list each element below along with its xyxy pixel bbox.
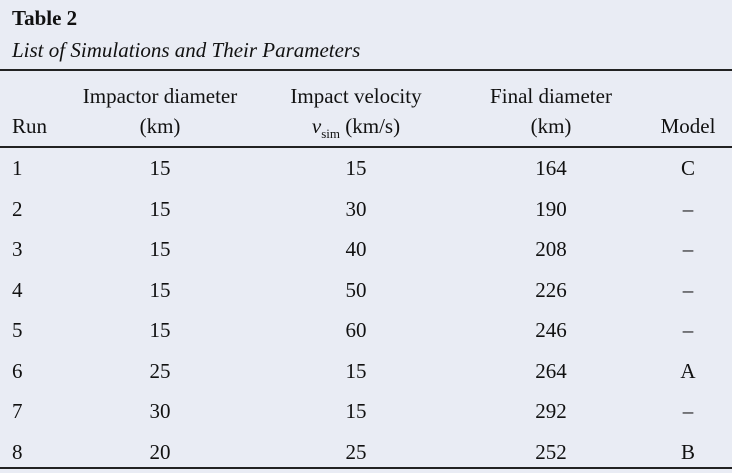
cell-run: 6 [12, 358, 23, 383]
cell-model: C [680, 156, 696, 180]
header-impactor-line2: (km) [139, 114, 181, 138]
cell-run: 8 [12, 439, 23, 464]
cell-impactor: 25 [149, 358, 171, 383]
cell-impactor: 15 [149, 156, 171, 180]
cell-final: 226 [535, 277, 567, 302]
cell-model: A [680, 358, 696, 383]
cell-velocity: 30 [345, 196, 367, 221]
velocity-symbol: v [311, 114, 322, 138]
cell-run: 2 [12, 196, 23, 221]
cell-velocity: 25 [345, 439, 367, 464]
cell-impactor: 15 [149, 277, 171, 302]
cell-impactor: 15 [149, 237, 171, 261]
cell-velocity: 50 [345, 277, 367, 302]
cell-run: 7 [12, 399, 23, 423]
cell-final: 292 [535, 399, 567, 423]
cell-run: 1 [12, 156, 23, 180]
cell-final: 208 [535, 237, 567, 261]
table-caption: List of Simulations and Their Parameters [12, 38, 361, 62]
cell-final: 252 [535, 439, 567, 464]
header-final-line1: Final diameter [490, 84, 612, 108]
cell-velocity: 60 [345, 318, 367, 342]
cell-run: 5 [12, 318, 23, 342]
top-rule [0, 69, 732, 71]
cell-velocity: 15 [345, 156, 367, 180]
cell-impactor: 15 [149, 196, 171, 221]
cell-run: 4 [12, 277, 23, 302]
cell-velocity: 15 [345, 358, 367, 383]
cell-final: 264 [535, 358, 567, 383]
cell-final: 190 [535, 196, 567, 221]
bottom-rule [0, 467, 732, 469]
cell-run: 3 [12, 237, 23, 261]
cell-velocity: 15 [345, 399, 367, 423]
cell-velocity: 40 [345, 237, 367, 261]
header-rule [0, 146, 732, 148]
cell-model: – [682, 318, 694, 342]
table-label: Table 2 [12, 6, 78, 30]
cell-model: – [682, 277, 694, 302]
header-impactor-line1: Impactor diameter [82, 84, 238, 108]
cell-model: – [682, 196, 694, 221]
cell-final: 246 [535, 318, 567, 342]
cell-final: 164 [535, 156, 567, 180]
header-velocity-line2: vsim (km/s) [312, 114, 400, 142]
cell-impactor: 20 [149, 439, 171, 464]
header-velocity-line1: Impact velocity [290, 84, 422, 108]
cell-model: – [682, 399, 694, 423]
cell-impactor: 30 [149, 399, 171, 423]
cell-model: B [680, 439, 696, 464]
header-model: Model [660, 114, 716, 138]
header-final-line2: (km) [530, 114, 572, 138]
cell-impactor: 15 [149, 318, 171, 342]
velocity-unit: (km/s) [345, 114, 401, 138]
velocity-subscript: sim [321, 126, 341, 142]
cell-model: – [682, 237, 694, 261]
header-run: Run [12, 114, 48, 138]
